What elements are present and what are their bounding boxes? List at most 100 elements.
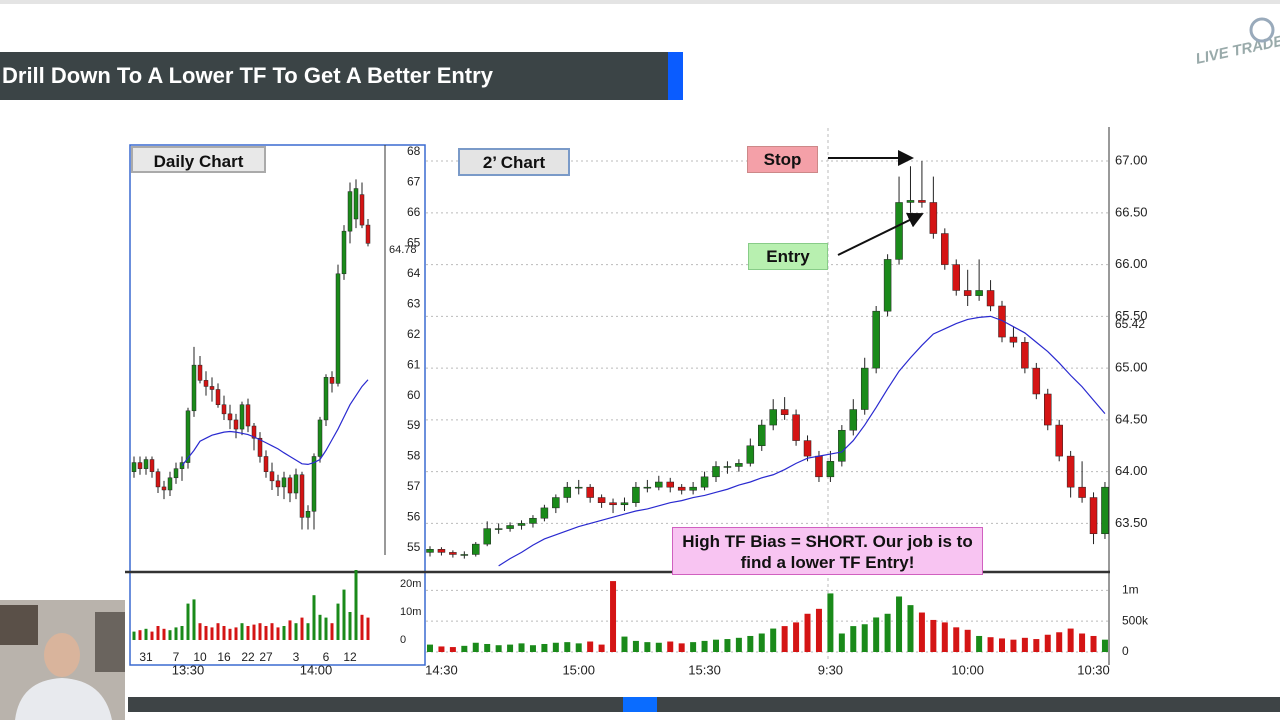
volume-bar xyxy=(667,641,674,652)
volume-bar xyxy=(564,642,571,652)
logo: LIVE TRADE xyxy=(1194,32,1280,67)
title: Drill Down To A Lower TF To Get A Better… xyxy=(2,63,494,88)
candle-body xyxy=(245,404,251,427)
candle-body xyxy=(281,477,287,488)
last-price-label: 65.42 xyxy=(1115,317,1145,331)
progress-bar xyxy=(128,697,1280,712)
volume-bar xyxy=(815,608,822,652)
volume-bar xyxy=(472,642,479,652)
candle-body xyxy=(826,461,835,478)
volume-bar xyxy=(294,623,298,640)
volume-bar xyxy=(342,589,346,640)
candle-body xyxy=(483,528,491,545)
candle-body xyxy=(918,200,926,203)
candle-body xyxy=(251,425,257,439)
volume-bar xyxy=(186,603,190,640)
candle-body xyxy=(209,386,215,390)
candle-body xyxy=(185,410,191,463)
candle-body xyxy=(347,191,353,232)
candle-body xyxy=(149,459,155,472)
volume-bar xyxy=(258,623,262,640)
candle-body xyxy=(137,462,143,469)
candle-body xyxy=(986,290,995,307)
candle-body xyxy=(257,437,263,457)
volume-bar xyxy=(252,624,256,640)
y-tick-label: 68 xyxy=(407,144,421,158)
volume-bar xyxy=(438,646,445,652)
x-tick-label: 31 xyxy=(139,650,153,664)
volume-bar xyxy=(198,623,202,640)
volume-bar xyxy=(495,645,502,652)
candle-body xyxy=(233,419,239,430)
candle-body xyxy=(929,202,938,234)
volume-tick-label: 1m xyxy=(1122,583,1139,597)
volume-bar xyxy=(999,638,1005,652)
volume-bar xyxy=(918,612,925,652)
moving-average xyxy=(181,379,369,466)
volume-bar xyxy=(610,581,617,652)
volume-bar xyxy=(575,643,582,652)
volume-bar xyxy=(318,614,322,640)
candle-body xyxy=(586,486,594,498)
volume-bar xyxy=(150,631,154,640)
candle-body xyxy=(540,507,549,519)
y-tick-label: 66 xyxy=(407,205,421,219)
volume-tick-label: 10m xyxy=(400,606,421,618)
volume-bar xyxy=(336,603,340,640)
volume-bar xyxy=(324,617,328,640)
candle-body xyxy=(712,466,720,478)
y-tick-label: 66.00 xyxy=(1115,256,1148,271)
volume-bar xyxy=(234,627,238,640)
candle-body xyxy=(700,476,709,488)
intraday-label: 2’ Chart xyxy=(458,148,570,176)
volume-bar xyxy=(1067,628,1074,652)
volume-bar xyxy=(270,623,274,640)
webcam-head xyxy=(44,633,80,677)
volume-bar xyxy=(174,627,178,640)
candle-body xyxy=(552,497,560,509)
volume-tick-label: 0 xyxy=(400,634,406,646)
candle-body xyxy=(563,486,572,498)
volume-bar xyxy=(781,626,788,652)
volume-tick-label: 0 xyxy=(1122,644,1129,658)
volume-bar xyxy=(1010,639,1017,652)
candle-body xyxy=(1078,486,1086,498)
candle-body xyxy=(275,480,281,488)
y-tick-label: 61 xyxy=(407,357,421,371)
volume-bar xyxy=(552,642,559,652)
y-tick-label: 63.50 xyxy=(1115,515,1148,530)
x-tick-label: 16 xyxy=(217,650,231,664)
webcam-body xyxy=(15,678,112,720)
volume-bar xyxy=(366,617,370,640)
volume-bar xyxy=(861,624,868,652)
y-tick-label: 60 xyxy=(407,388,421,402)
candle-body xyxy=(335,273,341,384)
volume-bar xyxy=(216,623,220,640)
volume-bar xyxy=(941,622,948,652)
volume-bar xyxy=(449,647,456,652)
candle-body xyxy=(215,389,221,405)
volume-bar xyxy=(312,595,316,640)
volume-bar xyxy=(360,614,364,640)
candle-body xyxy=(426,549,434,553)
candle-body xyxy=(221,404,227,415)
volume-bar xyxy=(804,613,811,652)
candle-body xyxy=(299,474,305,518)
candle-body xyxy=(293,474,299,494)
daily-panel xyxy=(129,144,426,666)
candle-body xyxy=(803,440,812,457)
volume-bar xyxy=(541,643,548,652)
candle-body xyxy=(191,364,197,412)
candle-body xyxy=(746,445,755,464)
candle-body xyxy=(574,486,583,489)
volume-bar xyxy=(348,612,352,640)
volume-bar xyxy=(713,639,719,652)
volume-bar xyxy=(210,627,214,640)
candle-body xyxy=(365,224,371,244)
candle-body xyxy=(167,477,173,491)
candle-body xyxy=(143,459,149,469)
candle-body xyxy=(723,466,732,468)
candle-body xyxy=(287,477,293,494)
